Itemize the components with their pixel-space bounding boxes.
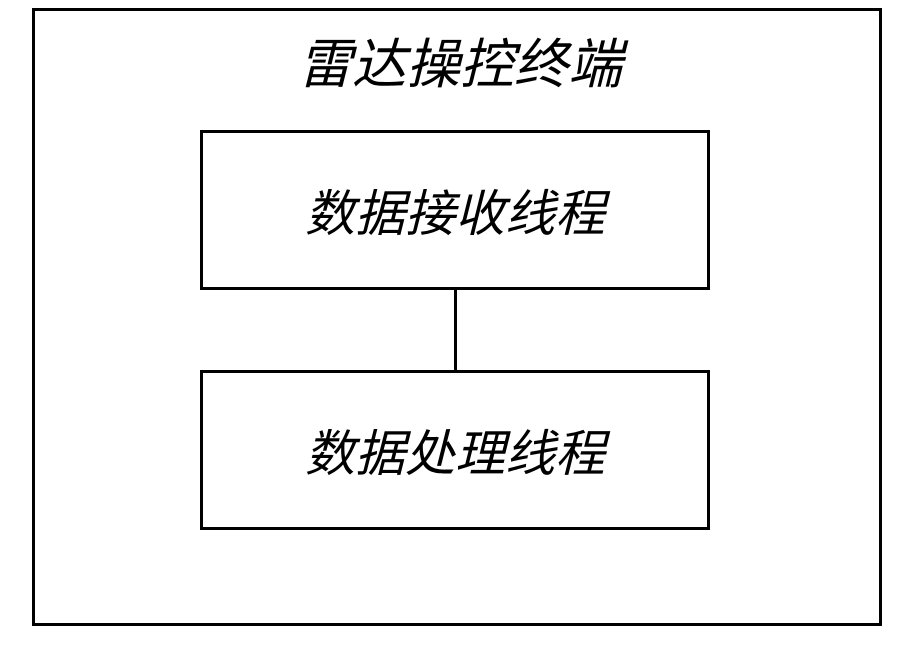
outer-container — [32, 8, 882, 626]
diagram-title: 雷达操控终端 — [250, 20, 670, 99]
node-label: 数据处理线程 — [305, 414, 605, 486]
node-data-receive: 数据接收线程 — [200, 130, 710, 290]
node-data-process: 数据处理线程 — [200, 370, 710, 530]
node-label: 数据接收线程 — [305, 174, 605, 246]
edge-connector — [454, 290, 457, 370]
